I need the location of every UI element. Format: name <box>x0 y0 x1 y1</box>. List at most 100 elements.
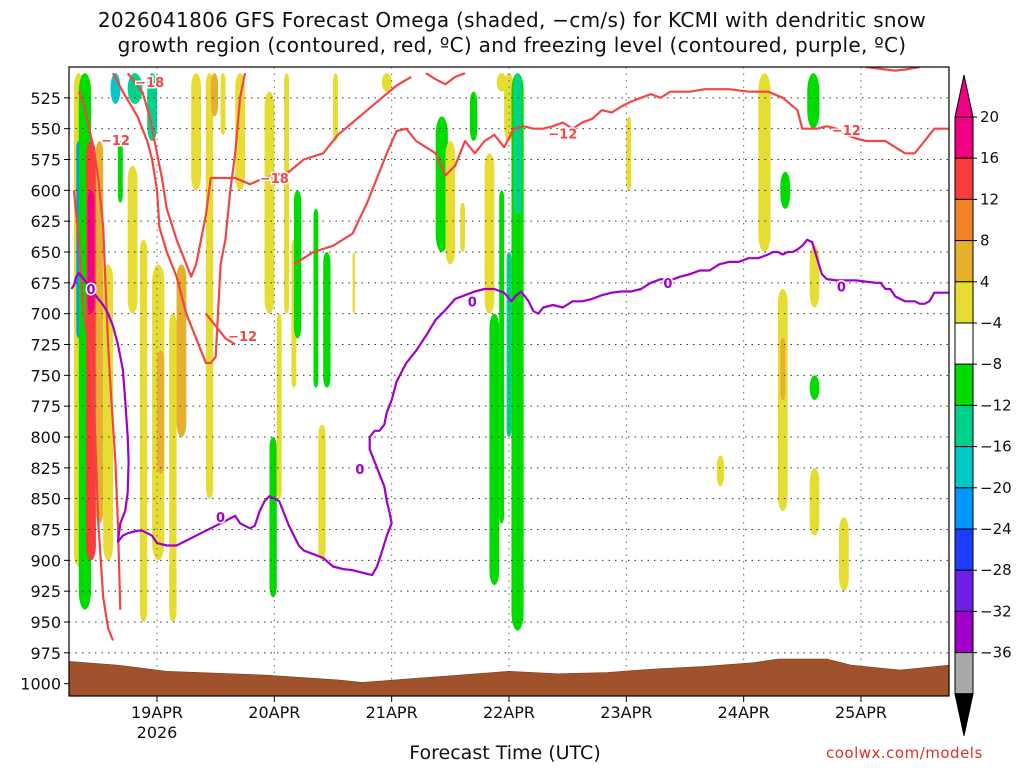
omega-plume-neg4 <box>489 313 500 585</box>
x-tick-label: 22APR <box>483 703 535 722</box>
x-axis-label: Forecast Time (UTC) <box>409 742 601 764</box>
omega-plume-pos4 <box>169 313 177 622</box>
omega-plume-pos4 <box>220 73 226 135</box>
omega-plume-neg4 <box>313 208 319 388</box>
freezing-contour-label: 0 <box>355 463 364 478</box>
colorbar-bin-neg20 <box>954 528 974 571</box>
colorbar-label: 16 <box>980 149 999 167</box>
omega-plume-pos4 <box>276 313 282 499</box>
y-tick-label: 725 <box>30 336 61 355</box>
chart-title-line2: growth region (contoured, red, ºC) and f… <box>117 33 907 57</box>
omega-plume-pos4 <box>318 424 326 561</box>
colorbar-bin-white <box>954 322 974 365</box>
omega-plume-pos4 <box>191 73 201 191</box>
colorbar-bin-pos4 <box>954 281 974 324</box>
colorbar-label: 20 <box>980 108 999 126</box>
omega-plume-pos8 <box>780 338 786 400</box>
omega-plume-neg8 <box>513 73 522 216</box>
chart-title-line1: 2026041806 GFS Forecast Omega (shaded, −… <box>97 8 927 32</box>
colorbar-bin-pos16 <box>954 157 974 200</box>
colorbar-label: −20 <box>980 479 1012 497</box>
dgz-contour-label: −12 <box>548 128 577 143</box>
colorbar-bin-pos12 <box>954 198 974 242</box>
dgz-contour-line <box>126 72 412 278</box>
grid-layer <box>69 67 949 696</box>
omega-plume-pos4 <box>626 116 632 191</box>
omega-plume-pos4 <box>460 202 465 252</box>
colorbar-label: −4 <box>980 314 1002 332</box>
colorbar-label: −12 <box>980 396 1012 414</box>
freezing-contour-label: 0 <box>837 281 846 296</box>
dgz-contour-line <box>77 91 122 610</box>
dgz-contour-label: −12 <box>228 330 257 345</box>
y-tick-label: 550 <box>30 120 61 139</box>
omega-plume-pos4 <box>777 289 788 511</box>
y-tick-label: 800 <box>30 428 61 447</box>
colorbar-bin-neg28 <box>954 610 974 654</box>
omega-plume-neg4 <box>807 73 820 129</box>
omega-plume-pos4 <box>235 73 245 191</box>
omega-plume-neg4 <box>117 141 123 203</box>
y-tick-label: 1000 <box>20 675 61 694</box>
colorbar-label: 12 <box>980 190 999 208</box>
colorbar-top-arrow <box>954 74 974 118</box>
omega-plume-neg8 <box>127 73 143 104</box>
omega-plume-neg4 <box>511 73 524 631</box>
omega-plume-pos8 <box>95 141 104 524</box>
omega-plume-pos4 <box>484 153 495 314</box>
x-tick-label: 21APR <box>366 703 418 722</box>
omega-plume-pos4 <box>284 73 289 314</box>
omega-plume-neg4 <box>469 91 478 141</box>
freezing-level-line <box>70 238 949 577</box>
omega-plume-pos4 <box>496 73 507 92</box>
x-tick-label: 24APR <box>718 703 770 722</box>
y-tick-label: 925 <box>30 582 61 601</box>
dgz-contour-line <box>72 190 115 641</box>
colorbar-label: −8 <box>980 355 1002 373</box>
y-tick-label: 950 <box>30 613 61 632</box>
y-tick-label: 600 <box>30 181 61 200</box>
dgz-contour-line <box>293 88 949 266</box>
y-tick-label: 825 <box>30 459 61 478</box>
dgz-contour-label: −12 <box>832 124 861 139</box>
omega-plume-neg4 <box>809 375 820 400</box>
contour-label-layer: −18 −12 −18 −12 −12 −12 0 0 0 0 0 0 <box>85 74 862 527</box>
y-tick-label: 525 <box>30 89 61 108</box>
omega-plume-neg4 <box>293 190 302 339</box>
dgz-contour-line <box>205 313 236 346</box>
x-tick-label: 19APR <box>131 703 183 722</box>
omega-plume-pos4 <box>264 91 275 314</box>
omega-plume-pos4 <box>716 455 725 487</box>
x-tick-label: 20APR <box>248 703 300 722</box>
colorbar-label: 4 <box>980 273 990 291</box>
omega-plume-neg4 <box>323 252 331 388</box>
freezing-contour-label: 0 <box>468 295 477 310</box>
omega-plume-neg4 <box>499 190 505 524</box>
omega-plume-pos4 <box>809 245 820 308</box>
omega-shading-layer <box>73 73 849 631</box>
omega-plume-pos4 <box>809 467 820 536</box>
colorbar-bin-neg4 <box>954 363 974 406</box>
omega-plume-neg8 <box>506 252 512 437</box>
colorbar-label: −36 <box>980 644 1012 662</box>
dgz-contour-label: −18 <box>135 76 164 91</box>
colorbar-label: 8 <box>980 232 990 250</box>
colorbar-bin-neg32 <box>954 652 974 695</box>
freezing-contour-label: 0 <box>663 277 672 292</box>
y-tick-label: 575 <box>30 151 61 170</box>
y-tick-label: 700 <box>30 305 61 324</box>
ground-surface <box>69 658 949 696</box>
colorbar: 20 16 12 8 4 −4 −8 −12 −16 −20 −24 −28 −32 −36 <box>954 74 1012 736</box>
dgz-contour-line <box>112 72 247 365</box>
omega-plume-pos4 <box>839 517 849 592</box>
colorbar-label: −32 <box>980 602 1012 620</box>
omega-plume-pos4 <box>758 73 771 253</box>
y-tick-label: 975 <box>30 644 61 663</box>
colorbar-bin-neg8 <box>954 404 974 448</box>
colorbar-label: −16 <box>980 438 1012 456</box>
dgz-contour-line <box>425 72 466 86</box>
y-tick-label: 850 <box>30 490 61 509</box>
dgz-contour-label: −12 <box>101 134 130 149</box>
colorbar-bin-neg16 <box>954 487 974 530</box>
colorbar-bin-pos20 <box>954 116 974 159</box>
